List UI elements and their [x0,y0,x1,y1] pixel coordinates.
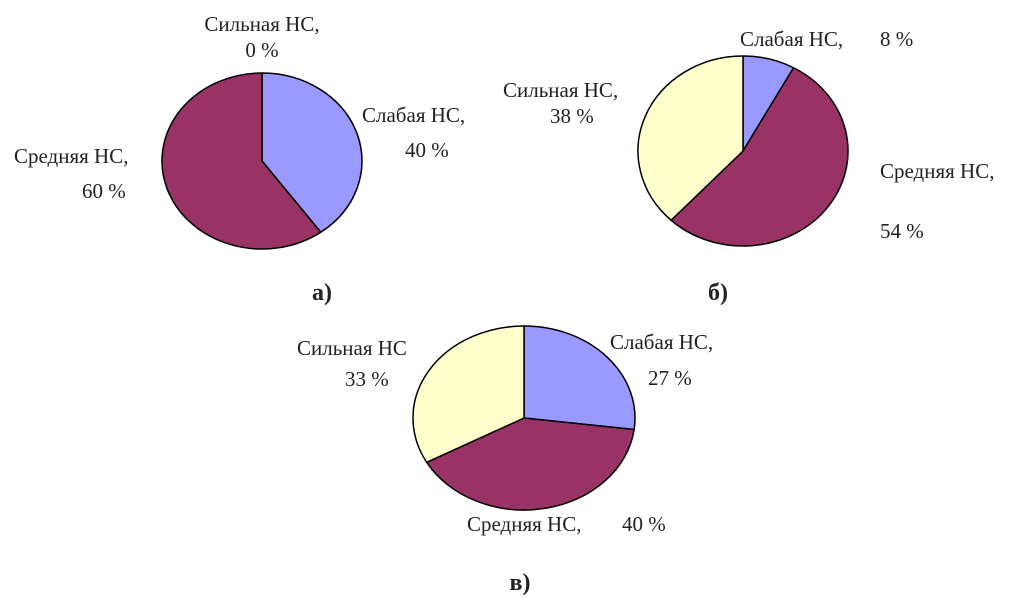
pie-a-medium-name: Средняя НС, [14,144,128,168]
pie-b-weak-value: 8 % [880,27,913,51]
pie-c-weak-name: Слабая НС, [610,330,713,354]
pie-c-slices [412,325,636,511]
pie-b-medium-name: Средняя НС, [880,159,994,183]
pie-b-slices [637,55,849,247]
pie-c-strong-value: 33 % [345,367,389,391]
pie-b-strong-name: Сильная НС, [503,78,618,102]
pie-a-strong-value: 0 % [245,38,278,62]
pie-c-medium-name: Средняя НС, [467,512,581,536]
pie-chart-a: Сильная НС, 0 % Слабая НС, 40 % Средняя … [14,12,465,306]
pie-b-medium-value: 54 % [880,219,924,243]
pie-a-weak-value: 40 % [405,138,449,162]
pie-chart-b: Слабая НС, 8 % Сильная НС, 38 % Средняя … [503,27,994,306]
pie-b-strong-value: 38 % [550,104,594,128]
pie-a-panel-label: а) [312,280,332,306]
pie-c-slice-medium [425,417,635,511]
pie-c-medium-value: 40 % [622,512,666,536]
pie-chart-c: Слабая НС, 27 % Сильная НС 33 % Средняя … [297,325,713,596]
pie-c-slice-weak [523,325,636,431]
pie-c-weak-value: 27 % [648,366,692,390]
pie-a-strong-name: Сильная НС, [204,12,319,36]
pie-a-slice-medium [161,72,322,250]
pie-b-slice-medium [670,67,849,247]
pie-a-medium-value: 60 % [82,179,126,203]
pie-b-slice-strong [637,55,744,221]
pie-b-panel-label: б) [708,280,728,306]
pie-b-weak-name: Слабая НС, [740,27,843,51]
pie-a-slices [161,72,363,250]
pie-c-slice-strong [412,325,525,464]
pie-a-slice-weak [261,72,363,233]
pie-a-weak-name: Слабая НС, [362,103,465,127]
pie-c-panel-label: в) [510,570,531,596]
pie-c-strong-name: Сильная НС [297,336,407,360]
